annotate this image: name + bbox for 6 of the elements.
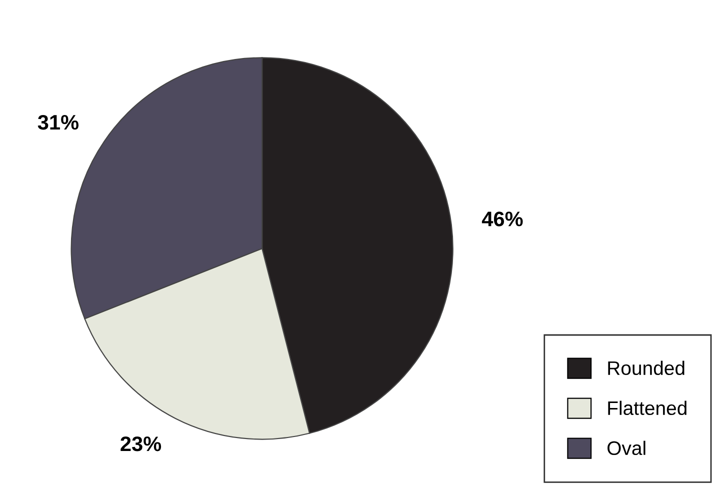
legend-label: Oval: [608, 440, 646, 456]
legend-label: Flattened: [608, 400, 686, 416]
data-label: 23%: [120, 436, 162, 452]
data-label: 31%: [38, 114, 79, 130]
data-label: 46%: [482, 212, 523, 226]
legend-label: Rounded: [608, 360, 684, 376]
